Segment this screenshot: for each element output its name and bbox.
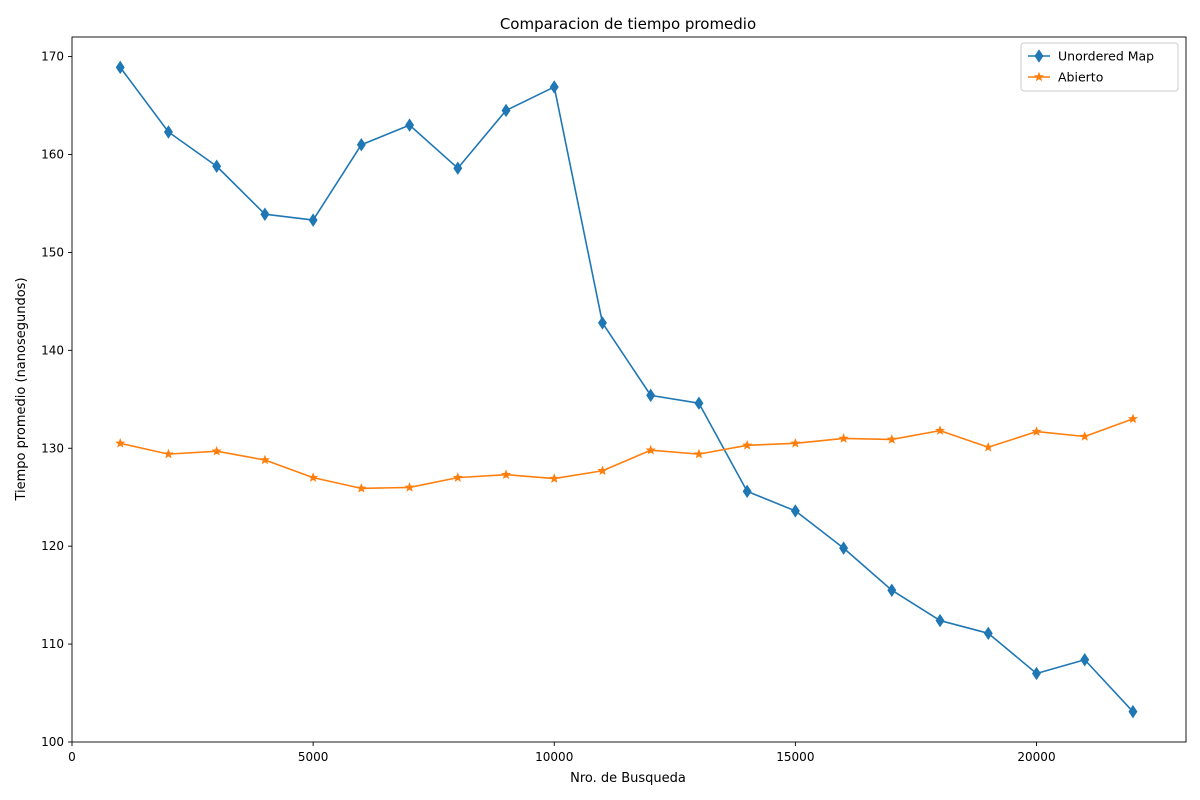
star-point <box>597 465 608 476</box>
star-point <box>549 473 560 483</box>
diamond-point <box>646 388 656 403</box>
star-point <box>645 444 656 455</box>
star-point <box>790 438 801 448</box>
star-point <box>259 454 270 465</box>
star-point <box>115 438 126 448</box>
legend-box <box>1020 42 1179 92</box>
diamond-point <box>1080 653 1090 667</box>
star-point <box>163 448 174 459</box>
x-tick-label: 15000 <box>776 750 814 764</box>
x-tick-label: 20000 <box>1017 750 1055 764</box>
star-point <box>838 433 849 443</box>
y-tick-label: 170 <box>41 50 64 64</box>
star-point <box>356 483 367 493</box>
diamond-point <box>501 103 511 118</box>
star-point <box>1079 431 1090 441</box>
star-point <box>742 439 753 450</box>
legend-diamond-marker <box>1034 49 1044 63</box>
y-tick-label: 110 <box>41 637 64 651</box>
diamond-point <box>742 484 752 499</box>
chart-title: Comparacion de tiempo promedio <box>500 15 756 33</box>
axes-frame <box>71 36 1187 743</box>
y-tick-label: 130 <box>41 441 64 455</box>
star-point <box>1127 413 1139 424</box>
legend-star-marker <box>1033 71 1045 82</box>
series-1 <box>115 413 1139 493</box>
star-point <box>935 425 946 435</box>
diamond-point <box>983 626 993 641</box>
y-tick-label: 100 <box>41 735 64 749</box>
diamond-point <box>405 118 415 132</box>
legend-label: Abierto <box>1058 70 1103 85</box>
diamond-point <box>115 60 125 75</box>
diamond-point <box>356 137 366 152</box>
star-point <box>404 482 415 492</box>
y-tick-label: 160 <box>41 148 64 162</box>
diamond-point <box>790 504 800 518</box>
series-line <box>120 418 1134 490</box>
star-point <box>452 472 463 482</box>
diamond-point <box>212 159 222 173</box>
x-tick-label: 10000 <box>535 750 573 764</box>
axes: 0 5000 10000 15000 20000 100 110 120 130 140 150 16… <box>41 36 1187 764</box>
plot-area <box>115 60 1139 719</box>
legend-label: Unordered Map <box>1058 49 1154 64</box>
star-point <box>1031 426 1042 436</box>
legend-entry-1: Abierto <box>1028 70 1103 85</box>
star-point <box>886 434 897 444</box>
star-point <box>211 445 222 456</box>
diamond-point <box>887 583 897 597</box>
series-line <box>119 66 1134 713</box>
diamond-point <box>549 80 559 94</box>
y-tick-label: 140 <box>41 343 64 357</box>
x-axis-title: Nro. de Busqueda <box>570 771 686 786</box>
diamond-point <box>839 541 849 555</box>
diamond-point <box>1128 704 1138 719</box>
x-tick-label: 5000 <box>298 750 329 764</box>
star-point <box>693 448 704 459</box>
star-point <box>308 472 319 482</box>
series-0 <box>115 60 1138 719</box>
diamond-point <box>694 396 704 410</box>
diamond-point <box>935 613 945 628</box>
star-point <box>983 441 994 452</box>
star-point <box>500 469 512 479</box>
legend-entry-0: Unordered Map <box>1028 49 1154 64</box>
legend: Unordered Map Abierto <box>1020 42 1179 92</box>
x-tick-label: 0 <box>68 750 76 764</box>
diamond-point <box>308 213 318 227</box>
diamond-point <box>453 161 463 175</box>
diamond-point <box>260 207 270 221</box>
diamond-point <box>597 316 607 330</box>
diamond-point <box>163 125 173 139</box>
diamond-point <box>1032 666 1041 681</box>
y-axis-title: Tiempo promedio (nanosegundos) <box>14 277 29 501</box>
y-tick-label: 120 <box>41 539 64 553</box>
y-tick-label: 150 <box>41 245 64 259</box>
